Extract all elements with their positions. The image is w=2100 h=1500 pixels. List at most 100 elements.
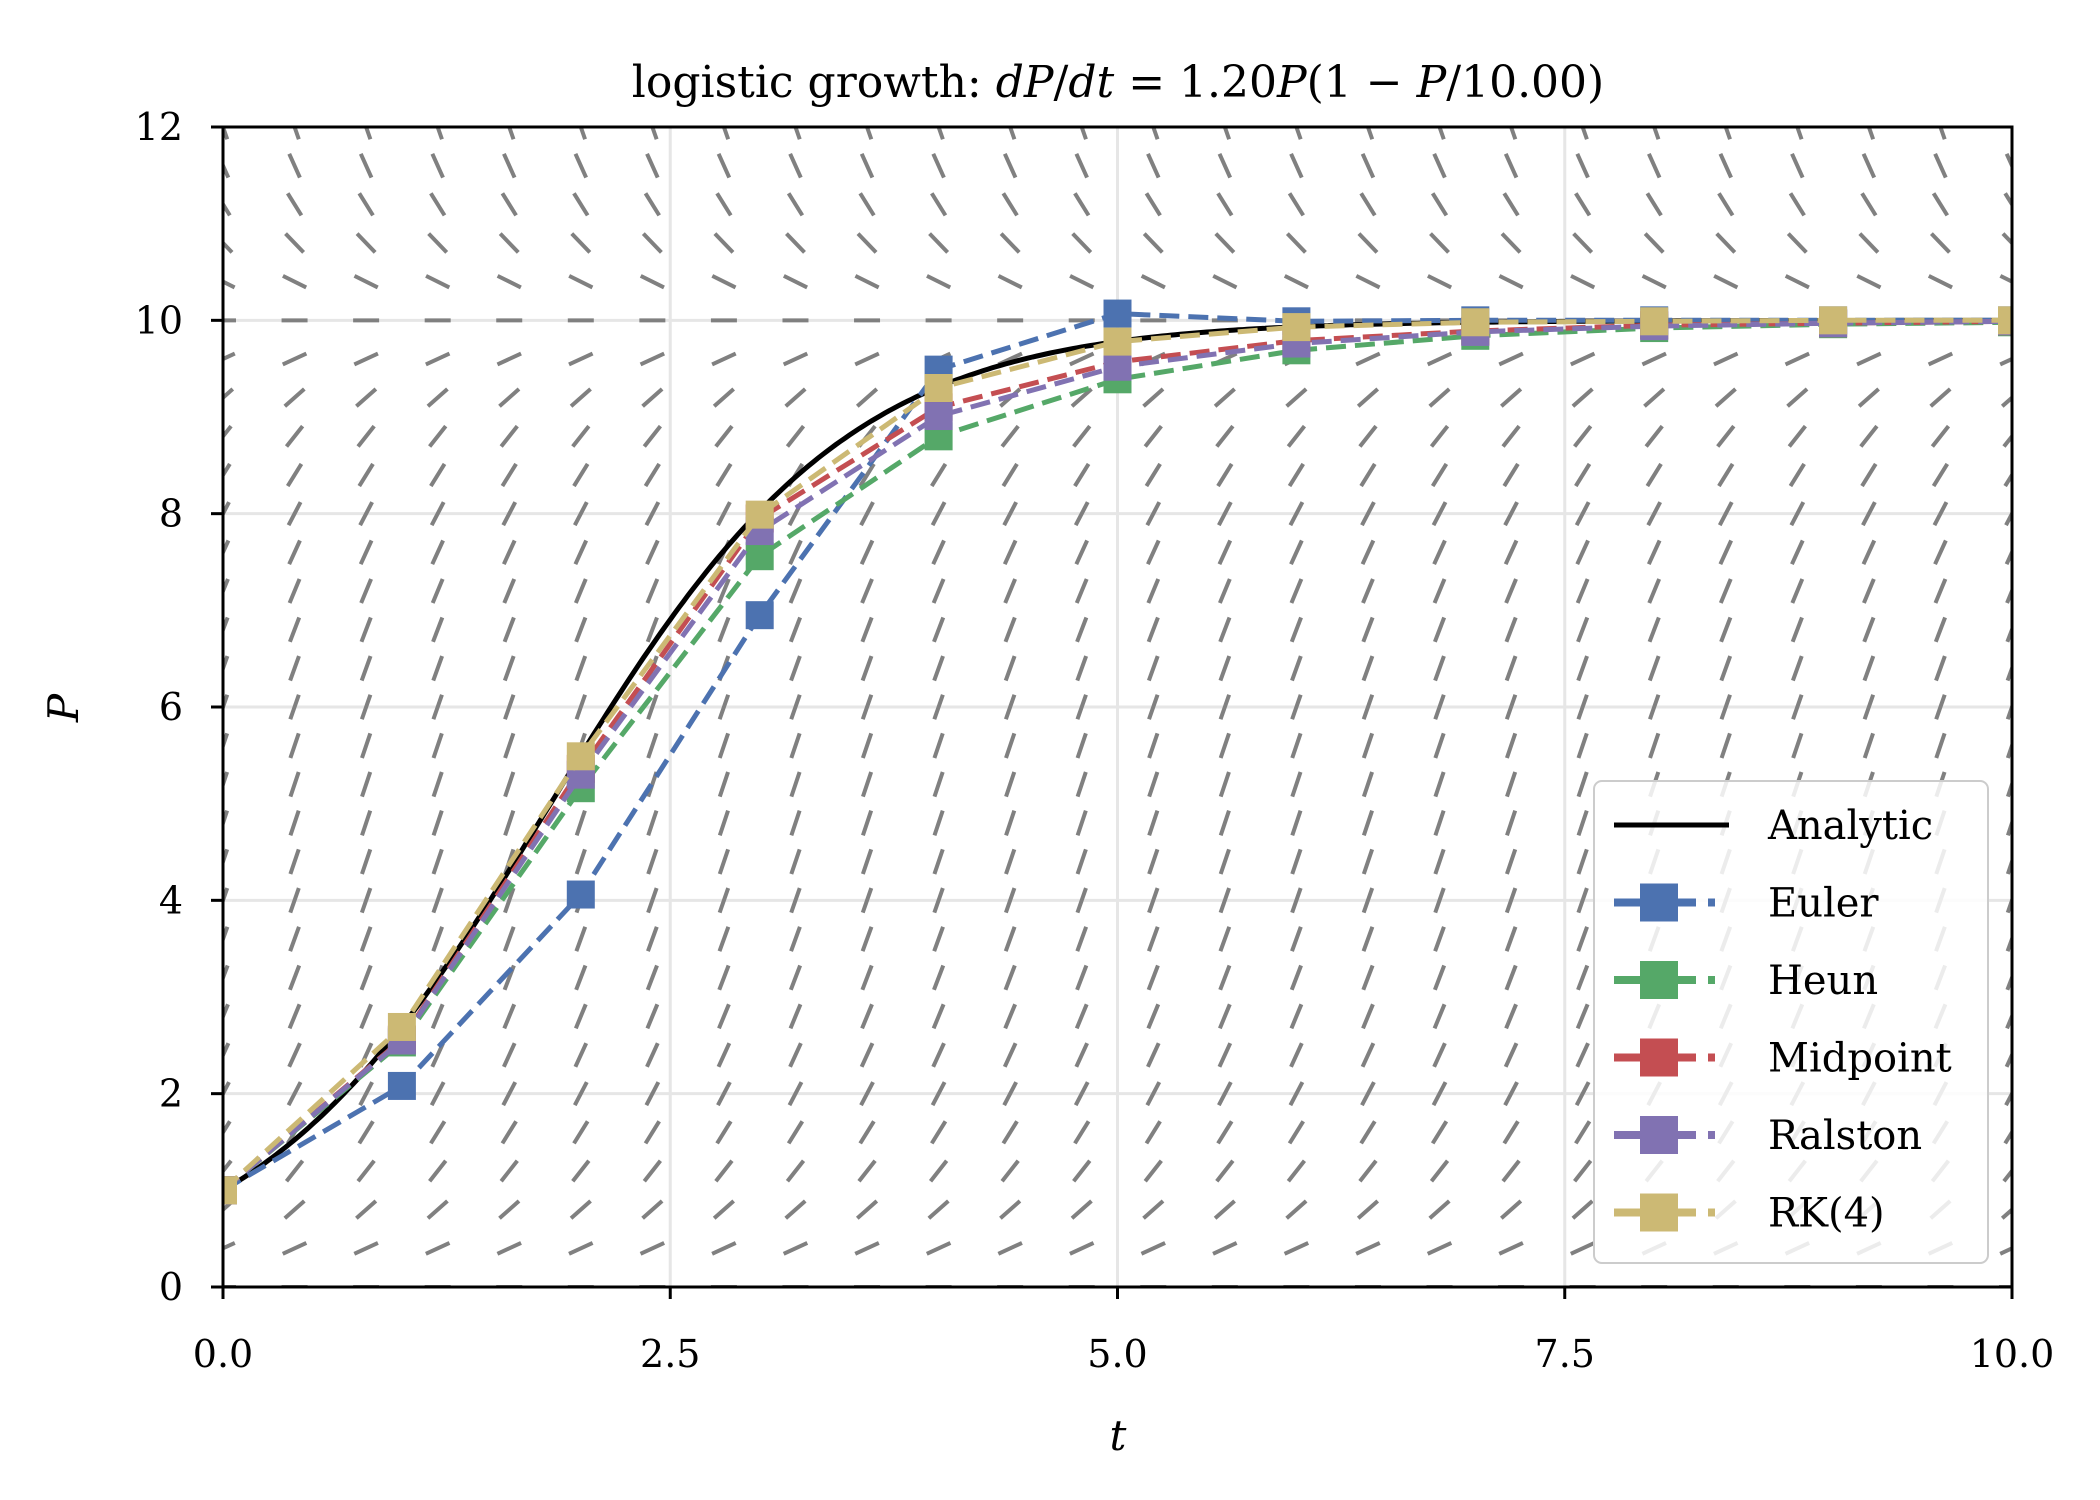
slope-segment	[1075, 732, 1088, 759]
legend-label-analytic: Analytic	[1767, 803, 1933, 849]
slope-segment	[1073, 501, 1090, 527]
slope-segment	[2005, 894, 2012, 914]
rk4-marker	[1640, 307, 1669, 336]
slope-segment	[288, 771, 301, 798]
slope-segment	[568, 351, 594, 367]
slope-segment	[789, 732, 802, 759]
slope-segment	[573, 539, 589, 565]
slope-segment	[1715, 232, 1737, 254]
slope-segment	[1002, 1042, 1018, 1068]
slope-segment	[1146, 1003, 1161, 1030]
slope-segment	[1433, 616, 1447, 643]
slope-segment	[1930, 424, 1951, 448]
slope-segment	[1862, 655, 1876, 682]
slope-segment	[568, 1241, 594, 1256]
slope-segment	[784, 387, 807, 408]
slope-segment	[1645, 462, 1663, 488]
slope-segment	[1862, 694, 1876, 720]
slope-segment	[788, 578, 803, 604]
slope-segment	[1576, 887, 1589, 914]
slope-segment	[282, 274, 308, 290]
slope-segment	[859, 152, 875, 179]
ralston-marker	[1103, 352, 1132, 381]
slope-segment	[1718, 152, 1733, 179]
slope-segment	[1069, 351, 1095, 367]
slope-segment	[1073, 1120, 1091, 1145]
slope-segment	[1433, 655, 1446, 682]
slope-segment	[932, 887, 945, 914]
slope-segment	[1646, 539, 1662, 565]
slope-segment	[1791, 694, 1804, 720]
slope-segment	[1933, 616, 1947, 643]
chart-title: logistic growth: dP/dt = 1.20P(1 − P/10.…	[632, 57, 1604, 108]
slope-segment	[1075, 655, 1089, 682]
legend-label-midpoint: Midpoint	[1768, 1036, 1952, 1082]
slope-segment	[1002, 1081, 1018, 1107]
slope-segment	[932, 616, 946, 643]
slope-segment	[1501, 424, 1521, 448]
slope-segment	[788, 1003, 803, 1030]
slope-segment	[1713, 274, 1739, 290]
slope-segment	[574, 964, 588, 991]
slope-segment	[1717, 501, 1734, 527]
slope-segment	[1433, 732, 1446, 759]
slope-segment	[223, 1003, 230, 1022]
slope-segment	[1287, 1120, 1305, 1145]
slope-segment	[997, 1241, 1023, 1256]
slope-segment	[431, 655, 444, 682]
slope-segment	[431, 926, 444, 952]
slope-segment	[928, 232, 950, 254]
slope-segment	[930, 1120, 948, 1145]
slope-segment	[288, 848, 301, 875]
slope-segment	[1140, 274, 1166, 290]
slope-segment	[1429, 424, 1450, 448]
slope-segment	[645, 964, 659, 991]
slope-segment	[931, 539, 946, 565]
slope-segment	[500, 192, 518, 217]
slope-segment	[789, 694, 802, 720]
slope-segment	[1433, 848, 1446, 875]
slope-segment	[2005, 855, 2012, 875]
slope-segment	[1576, 616, 1590, 643]
slope-segment	[1146, 926, 1160, 952]
slope-segment	[860, 694, 874, 720]
slope-segment	[502, 616, 516, 643]
legend-label-heun: Heun	[1768, 958, 1878, 1004]
slope-segment	[925, 1241, 952, 1256]
slope-segment	[1644, 424, 1664, 448]
slope-segment	[1287, 462, 1305, 488]
slope-segment	[641, 232, 663, 254]
slope-segment	[1576, 732, 1589, 759]
slope-segment	[288, 926, 301, 952]
slope-segment	[355, 387, 378, 408]
slope-segment	[1432, 1042, 1447, 1068]
slope-segment	[717, 616, 731, 643]
slope-segment	[1361, 771, 1374, 798]
slope-segment	[1290, 771, 1303, 798]
slope-segment	[430, 152, 445, 179]
slope-segment	[1355, 1241, 1381, 1256]
slope-segment	[1289, 539, 1304, 565]
slope-segment	[717, 1003, 731, 1030]
slope-segment	[288, 732, 301, 759]
slope-segment	[1504, 964, 1518, 991]
slope-segment	[1360, 1042, 1376, 1068]
x-tick-label: 2.5	[640, 1332, 700, 1376]
slope-segment	[1719, 616, 1733, 643]
slope-segment	[1503, 539, 1519, 565]
slope-segment	[1647, 655, 1661, 682]
slope-segment	[1934, 732, 1947, 759]
slope-segment	[1432, 578, 1447, 604]
slope-segment	[641, 387, 664, 408]
rk4-marker	[223, 1176, 237, 1205]
slope-segment	[788, 1042, 803, 1068]
legend-rk4-dot	[1708, 1208, 1715, 1217]
slope-segment	[286, 1081, 303, 1107]
slope-segment	[223, 351, 236, 362]
slope-segment	[860, 578, 874, 604]
slope-segment	[717, 771, 730, 798]
slope-segment	[1290, 926, 1303, 952]
slope-segment	[2000, 1206, 2012, 1220]
slope-segment	[1070, 387, 1093, 408]
slope-segment	[569, 387, 592, 408]
